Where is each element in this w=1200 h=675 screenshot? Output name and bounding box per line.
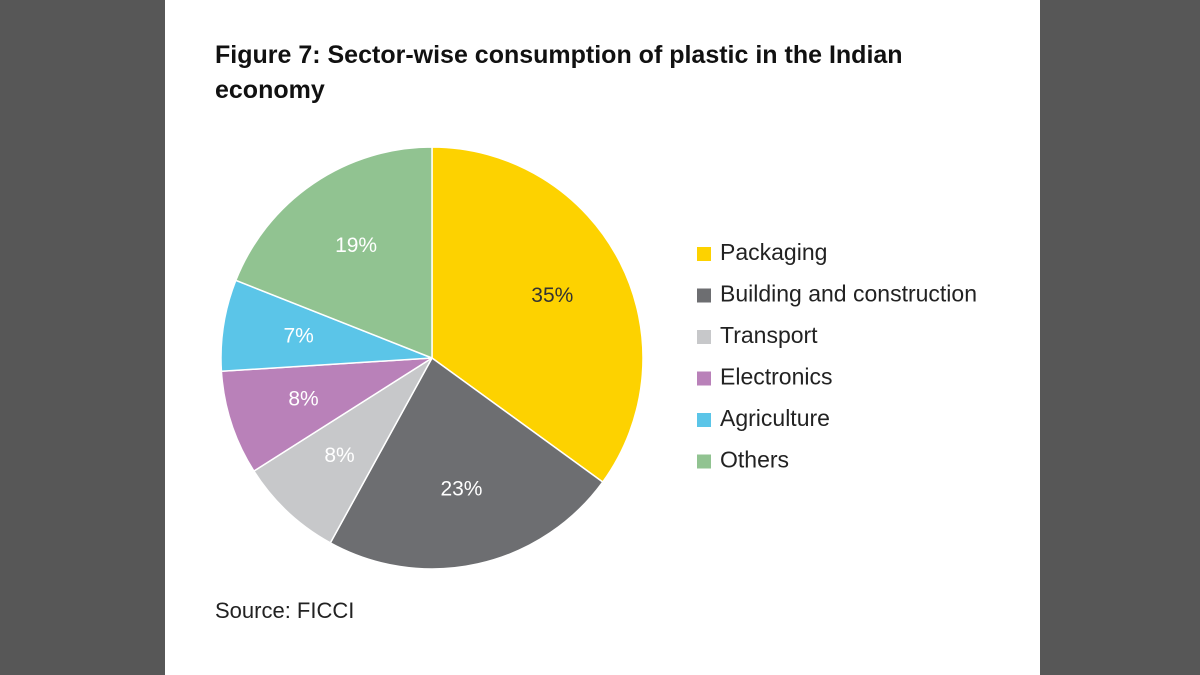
data-label: 19% [335, 234, 377, 257]
data-label: 8% [288, 387, 318, 410]
legend-label: Others [720, 447, 789, 473]
data-label: 35% [531, 284, 573, 307]
legend-label: Packaging [720, 239, 827, 265]
legend-label: Transport [720, 322, 818, 348]
pie-slice [431, 146, 644, 484]
data-label: 23% [440, 477, 482, 500]
legend-label: Agriculture [720, 405, 830, 431]
pie-slice [252, 357, 433, 544]
pie-slice [234, 146, 433, 360]
legend-swatch [697, 288, 711, 303]
pie-slice [220, 357, 433, 473]
legend-label: Building and construction [720, 281, 977, 307]
legend-swatch [697, 413, 711, 427]
legend-swatch [697, 454, 711, 469]
legend-label: Electronics [720, 364, 832, 390]
data-label: 8% [324, 444, 354, 467]
chart-title: Figure 7: Sector-wise consumption of pla… [215, 41, 903, 104]
pie-slice [329, 356, 604, 570]
legend-swatch [697, 371, 711, 386]
data-label: 7% [283, 324, 313, 347]
legend-swatch [697, 330, 711, 344]
source-note: Source: FICCI [215, 598, 354, 623]
legend-swatch [697, 247, 711, 261]
